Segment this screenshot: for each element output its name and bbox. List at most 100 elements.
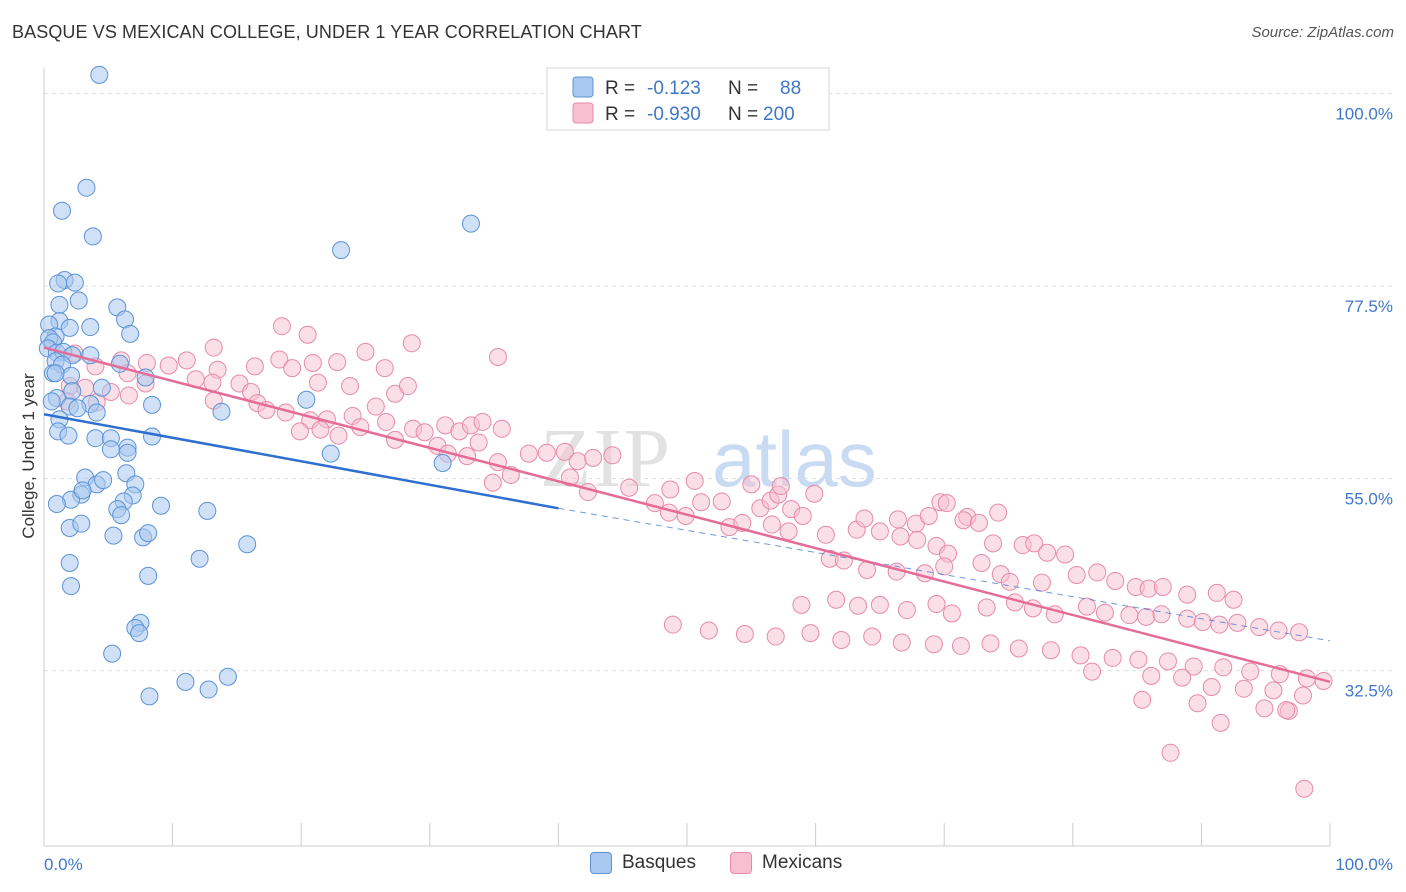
mexicans-point bbox=[1228, 613, 1247, 632]
mexicans-point bbox=[329, 426, 348, 445]
mexicans-point bbox=[863, 627, 882, 646]
legend-label-basques: Basques bbox=[622, 852, 696, 873]
basques-point bbox=[90, 65, 109, 84]
mexicans-point bbox=[892, 633, 911, 652]
mexicans-point bbox=[1153, 577, 1172, 596]
basques-point bbox=[63, 382, 82, 401]
mexicans-point bbox=[1264, 681, 1283, 700]
mexicans-point bbox=[692, 493, 711, 512]
mexicans-point bbox=[951, 636, 970, 655]
mexicans-point bbox=[972, 554, 991, 573]
mexicans-point bbox=[1009, 639, 1028, 658]
basques-point bbox=[140, 687, 159, 706]
mexicans-point bbox=[1161, 743, 1180, 762]
mexicans-point bbox=[377, 412, 396, 431]
basques-point bbox=[104, 526, 123, 545]
mexicans-point bbox=[870, 522, 889, 541]
mexicans-point bbox=[492, 419, 511, 438]
basques-point bbox=[198, 501, 217, 520]
axis-layer bbox=[43, 68, 1331, 847]
basques-point bbox=[59, 426, 78, 445]
mexicans-point bbox=[537, 443, 556, 462]
basques-point bbox=[47, 495, 66, 514]
mexicans-point bbox=[555, 442, 574, 461]
basques-point bbox=[212, 402, 231, 421]
legend-r-value-mexicans: -0.930 bbox=[647, 104, 701, 125]
mexicans-point bbox=[1083, 662, 1102, 681]
tick-labels: College, Under 1 year 0.0% 100.0% 32.5% 5… bbox=[19, 105, 1393, 874]
mexicans-point bbox=[1173, 668, 1192, 687]
basques-point bbox=[72, 514, 91, 533]
basques-point bbox=[461, 214, 480, 233]
mexicans-point bbox=[1056, 545, 1075, 564]
basques-point bbox=[62, 577, 81, 596]
mexicans-point bbox=[398, 377, 417, 396]
mexicans-point bbox=[584, 448, 603, 467]
chart-title: BASQUE VS MEXICAN COLLEGE, UNDER 1 YEAR … bbox=[12, 22, 642, 42]
mexicans-point bbox=[1041, 641, 1060, 660]
mexicans-point bbox=[685, 471, 704, 490]
mexicans-point bbox=[1202, 677, 1221, 696]
mexicans-point bbox=[897, 601, 916, 620]
mexicans-point bbox=[375, 359, 394, 378]
mexicans-point bbox=[578, 483, 597, 502]
mexicans-point bbox=[568, 452, 587, 471]
basques-point bbox=[42, 392, 61, 411]
basques-point bbox=[50, 295, 69, 314]
basques-point bbox=[92, 378, 111, 397]
mexicans-point bbox=[1067, 565, 1086, 584]
mexicans-point bbox=[981, 634, 1000, 653]
mexicans-point bbox=[712, 492, 731, 511]
basques-point bbox=[112, 506, 131, 525]
mexicans-point bbox=[771, 477, 790, 496]
mexicans-point bbox=[1224, 590, 1243, 609]
mexicans-point bbox=[245, 357, 264, 376]
legend-item-mexicans: Mexicans bbox=[730, 852, 842, 874]
basques-point bbox=[83, 227, 102, 246]
mexicans-point bbox=[1133, 690, 1152, 709]
mexicans-point bbox=[402, 334, 421, 353]
basques-point bbox=[218, 667, 237, 686]
mexicans-point bbox=[1000, 572, 1019, 591]
mexicans-point bbox=[1207, 583, 1226, 602]
mexicans-point bbox=[1250, 618, 1269, 637]
mexicans-point bbox=[483, 473, 502, 492]
y-axis-label: College, Under 1 year bbox=[19, 373, 38, 539]
mexicans-point bbox=[888, 510, 907, 529]
mexicans-point bbox=[1137, 607, 1156, 626]
mexicans-point bbox=[1290, 623, 1309, 642]
mexicans-point bbox=[1214, 658, 1233, 677]
mexicans-point bbox=[801, 624, 820, 643]
correlation-legend: R = -0.123 N = 88 R = -0.930 N = 200 bbox=[546, 67, 830, 131]
mexicans-point bbox=[989, 503, 1008, 522]
basques-point bbox=[46, 364, 65, 383]
mexicans-points bbox=[58, 317, 1333, 798]
basques-point bbox=[297, 390, 316, 409]
mexicans-point bbox=[1234, 679, 1253, 698]
mexicans-point bbox=[283, 359, 302, 378]
mexicans-point bbox=[415, 423, 434, 442]
mexicans-point bbox=[1071, 646, 1090, 665]
basques-point bbox=[68, 399, 87, 418]
mexicans-point bbox=[1277, 701, 1296, 720]
basques-point bbox=[86, 429, 105, 448]
basques-point bbox=[130, 624, 149, 643]
mexicans-point bbox=[793, 506, 812, 525]
mexicans-point bbox=[270, 350, 289, 369]
basques-point bbox=[62, 366, 81, 385]
mexicans-point bbox=[519, 444, 538, 463]
mexicans-point bbox=[1269, 621, 1288, 640]
mexicans-point bbox=[1142, 666, 1161, 685]
legend-n-label-basques: N = bbox=[728, 78, 758, 99]
basques-point bbox=[103, 644, 122, 663]
series-legend: Basques Mexicans bbox=[0, 852, 1406, 878]
mexicans-point bbox=[356, 342, 375, 361]
mexicans-point bbox=[1184, 657, 1203, 676]
mexicans-point bbox=[1255, 699, 1274, 718]
basques-point bbox=[118, 443, 137, 462]
basques-point bbox=[49, 274, 68, 293]
mexicans-point bbox=[984, 534, 1003, 553]
legend-r-label-basques: R = bbox=[605, 78, 635, 99]
legend-item-basques: Basques bbox=[590, 852, 696, 874]
legend-swatch-basques bbox=[572, 76, 594, 98]
